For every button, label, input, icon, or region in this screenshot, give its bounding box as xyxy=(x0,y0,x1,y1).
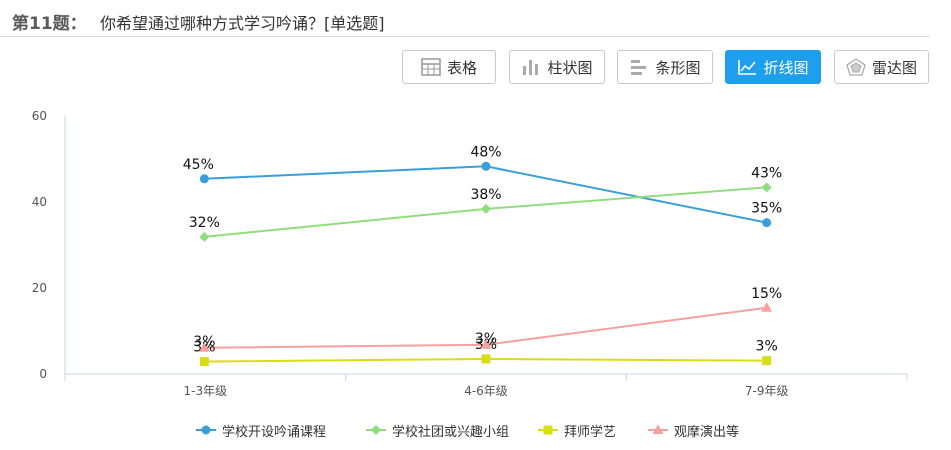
line-chart-icon xyxy=(738,60,757,75)
data-label: 3% xyxy=(475,331,497,347)
x-tick-label: 4-6年级 xyxy=(464,384,508,398)
legend-label: 学校社团或兴趣小组 xyxy=(392,424,510,440)
legend-marker xyxy=(196,425,216,435)
data-label: 3% xyxy=(193,334,215,350)
horizontal-bar-icon xyxy=(631,60,647,75)
table-icon xyxy=(421,58,441,76)
line-chart-label: 折线图 xyxy=(763,58,809,77)
data-label: 32% xyxy=(189,215,220,231)
data-point xyxy=(762,218,772,228)
data-point xyxy=(481,161,491,171)
y-tick-label: 20 xyxy=(32,281,47,295)
data-label: 3% xyxy=(756,339,778,355)
y-tick-label: 60 xyxy=(32,109,47,123)
radar-chart-label: 雷达图 xyxy=(871,58,917,77)
legend-item[interactable]: 观摩演出等 xyxy=(648,418,739,442)
data-point xyxy=(761,182,772,193)
data-label: 48% xyxy=(470,144,501,160)
legend-label: 学校开设吟诵课程 xyxy=(222,424,327,440)
legend-item[interactable]: 学校开设吟诵课程 xyxy=(196,418,326,442)
chart-legend: 学校开设吟诵课程 学校社团或兴趣小组 拜师学艺 观摩演出等 xyxy=(0,418,951,442)
data-point xyxy=(762,356,772,366)
question-header: 第11题： 你希望通过哪种方式学习吟诵？[单选题] xyxy=(0,0,930,37)
data-label: 35% xyxy=(751,201,782,217)
data-point xyxy=(199,357,209,367)
x-tick-label: 1-3年级 xyxy=(184,384,228,398)
chart-type-toolbar: 表格 柱状图 条形图 折线图 雷达图 xyxy=(0,50,951,86)
data-point xyxy=(198,342,210,352)
table-view-button[interactable]: 表格 xyxy=(402,50,496,84)
data-point xyxy=(481,203,491,214)
data-label: 38% xyxy=(470,187,501,203)
data-label: 45% xyxy=(183,157,214,173)
data-label: 43% xyxy=(751,165,782,181)
legend-label: 观摩演出等 xyxy=(674,424,740,440)
question-number: 第11题： xyxy=(12,14,87,34)
x-tick-label: 7-9年级 xyxy=(745,384,789,398)
y-tick-label: 40 xyxy=(32,195,47,209)
legend-marker xyxy=(538,425,558,435)
data-point xyxy=(199,174,209,184)
y-tick-label: 0 xyxy=(39,367,47,381)
legend-marker xyxy=(366,425,386,435)
question-title: 你希望通过哪种方式学习吟诵？[单选题] xyxy=(100,14,385,33)
legend-item[interactable]: 学校社团或兴趣小组 xyxy=(366,418,509,442)
radar-chart-button[interactable]: 雷达图 xyxy=(834,50,929,84)
horizontal-bar-label: 条形图 xyxy=(655,58,701,77)
data-point xyxy=(481,354,491,364)
bar-chart-label: 柱状图 xyxy=(547,58,593,77)
data-point xyxy=(480,339,492,349)
bar-chart-button[interactable]: 柱状图 xyxy=(509,50,605,84)
data-label: 15% xyxy=(751,286,782,302)
legend-item[interactable]: 拜师学艺 xyxy=(538,418,616,442)
legend-marker xyxy=(648,424,668,434)
bar-chart-icon xyxy=(523,60,539,75)
legend-label: 拜师学艺 xyxy=(564,424,617,440)
radar-chart-icon xyxy=(846,58,866,76)
data-point xyxy=(199,231,210,242)
line-chart: 0 20 40 60 1-3年级 4-6年级 7-9年级 45% 48% 35% 32% 38% 43%… xyxy=(32,109,908,398)
table-view-label: 表格 xyxy=(446,58,477,77)
line-chart-button[interactable]: 折线图 xyxy=(725,50,821,84)
horizontal-bar-button[interactable]: 条形图 xyxy=(617,50,713,84)
data-point xyxy=(761,302,773,312)
